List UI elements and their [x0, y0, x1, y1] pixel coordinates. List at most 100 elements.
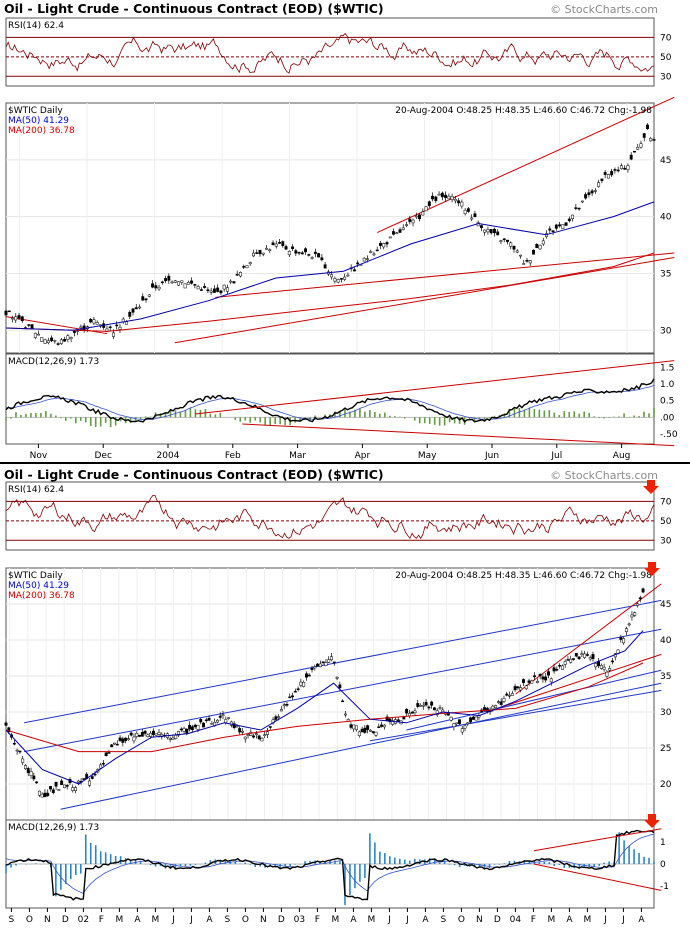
candle-up: [538, 244, 542, 250]
macd-histogram-bar: [438, 862, 441, 864]
candle-up: [170, 281, 174, 284]
candle-down: [641, 588, 645, 593]
candle-down: [541, 676, 545, 680]
candle-up: [593, 190, 597, 192]
macd-histogram-bar: [244, 417, 247, 421]
macd-histogram-bar: [598, 417, 600, 418]
candle-down: [321, 661, 325, 663]
x-tick-label: O: [242, 915, 249, 925]
macd-histogram-bar: [154, 864, 157, 867]
candle-down: [128, 312, 132, 317]
macd-histogram-bar: [488, 417, 491, 419]
macd-histogram-bar: [364, 864, 366, 878]
candle-up: [524, 685, 528, 690]
price-tick-label: 45: [660, 600, 671, 610]
macd-histogram-bar: [219, 412, 222, 418]
candle-down: [525, 260, 529, 262]
macd-histogram-bar: [553, 864, 556, 867]
macd-histogram-bar: [438, 417, 441, 426]
candle-up: [15, 749, 19, 752]
macd-histogram-bar: [483, 417, 486, 420]
macd-histogram-bar: [139, 417, 142, 421]
x-tick-label: J: [621, 915, 625, 925]
x-tick-label: Aug: [613, 451, 631, 461]
candle-up: [224, 719, 228, 723]
candle-down: [349, 724, 353, 728]
candle-down: [54, 781, 58, 787]
candle-down: [585, 654, 589, 656]
candle-down: [190, 280, 194, 284]
candle-down: [115, 743, 119, 746]
macd-histogram-bar: [119, 417, 122, 422]
candle-up: [352, 724, 356, 730]
macd-histogram-bar: [374, 412, 376, 418]
candle-down: [380, 724, 384, 727]
candle-up: [79, 326, 83, 329]
macd-histogram-bar: [79, 864, 82, 874]
macd-histogram-bar: [74, 417, 77, 424]
macd-histogram-bar: [35, 413, 37, 418]
macd-histogram-bar: [304, 861, 306, 864]
macd-histogram-bar: [179, 411, 182, 418]
macd-histogram-bar: [458, 864, 461, 868]
candle-up: [235, 725, 239, 728]
macd-histogram-bar: [104, 417, 107, 423]
macd-histogram-bar: [40, 412, 42, 418]
candle-up: [491, 705, 495, 710]
candle-down: [522, 679, 525, 683]
macd-histogram-bar: [359, 864, 361, 882]
macd-histogram-bar: [403, 417, 406, 419]
macd-histogram-bar: [204, 862, 207, 864]
candle-down: [4, 722, 8, 726]
trend-line: [24, 628, 662, 753]
credit: © StockCharts.com: [550, 3, 658, 16]
candle-up: [135, 733, 139, 737]
candle-up: [157, 732, 161, 735]
ma200-label: MA(200) 36.78: [8, 126, 75, 136]
rsi-tick-label: 50: [660, 53, 672, 63]
candle-up: [483, 229, 487, 233]
macd-histogram-bar: [523, 860, 526, 864]
x-tick-label: S: [9, 915, 15, 925]
candle-up: [154, 733, 158, 736]
macd-histogram-bar: [179, 864, 182, 867]
x-tick-label: J: [171, 915, 175, 925]
macd-histogram-bar: [89, 842, 92, 864]
candle-up: [474, 716, 478, 721]
rsi-panel: [5, 17, 655, 87]
x-tick-label: M: [152, 915, 160, 925]
candle-down: [567, 218, 571, 222]
candle-down: [323, 264, 327, 269]
candle-up: [76, 780, 80, 783]
candle-up: [636, 147, 640, 150]
macd-histogram-bar: [374, 842, 376, 864]
rsi-line: [5, 495, 655, 540]
x-tick-label: O: [26, 915, 33, 925]
rsi-tick-label: 50: [660, 517, 672, 527]
candle-up: [330, 274, 334, 278]
macd-histogram-bar: [553, 412, 556, 418]
candle-down: [151, 730, 155, 735]
macd-histogram-bar: [60, 417, 62, 419]
macd-histogram-bar: [184, 410, 187, 418]
candle-down: [619, 637, 623, 640]
macd-histogram-bar: [523, 409, 526, 418]
x-tick-label: A: [422, 915, 429, 925]
macd-histogram-bar: [349, 864, 351, 896]
candle-down: [416, 703, 420, 707]
candle-up: [530, 680, 534, 684]
trend-line: [215, 252, 675, 298]
candle-down: [207, 717, 211, 721]
macd-histogram-bar: [448, 864, 451, 865]
candle-down: [379, 242, 382, 246]
price-tick-label: 35: [660, 672, 671, 682]
candle-up: [382, 724, 386, 728]
candle-up: [470, 217, 474, 220]
candle-down: [434, 196, 438, 201]
candle-up: [147, 294, 151, 297]
candle-up: [463, 209, 467, 214]
candle-up: [333, 278, 337, 282]
macd-histogram-bar: [528, 860, 531, 864]
candle-up: [132, 736, 136, 742]
macd-trend-line: [533, 828, 662, 852]
